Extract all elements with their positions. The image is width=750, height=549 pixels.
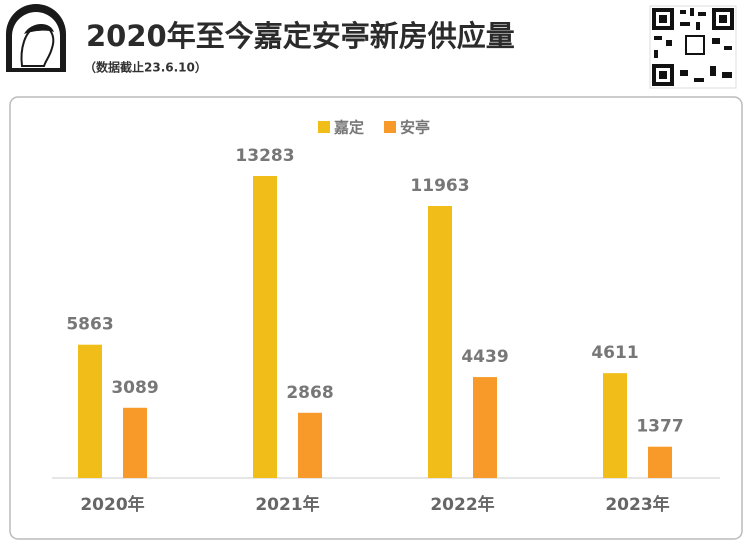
bar — [428, 206, 452, 478]
bar — [123, 407, 147, 478]
legend-swatch — [318, 121, 330, 133]
x-tick-label: 2022年 — [430, 494, 494, 515]
legend-label: 安亭 — [400, 119, 430, 137]
data-label: 5863 — [66, 315, 113, 335]
qr-code — [649, 5, 737, 89]
bar — [603, 373, 627, 478]
data-label: 1377 — [636, 417, 683, 437]
bar — [298, 412, 322, 478]
x-tick-label: 2023年 — [605, 494, 669, 515]
bar — [78, 344, 102, 478]
data-label: 4439 — [461, 347, 508, 367]
data-label: 4611 — [591, 343, 638, 363]
bar — [253, 176, 277, 478]
x-tick-label: 2020年 — [80, 494, 144, 515]
legend-swatch — [384, 121, 396, 133]
chart-panel — [9, 96, 743, 540]
bar — [648, 446, 672, 478]
chart-title: 2020年至今嘉定安亭新房供应量 — [86, 19, 515, 53]
data-label: 3089 — [111, 378, 158, 398]
data-label: 13283 — [235, 146, 294, 166]
x-tick-label: 2021年 — [255, 494, 319, 515]
data-label: 11963 — [410, 176, 469, 196]
logo — [6, 4, 66, 72]
data-label: 2868 — [286, 383, 333, 403]
legend-label: 嘉定 — [333, 119, 364, 137]
chart-subtitle: （数据截止23.6.10） — [84, 60, 207, 75]
bar — [473, 377, 497, 478]
